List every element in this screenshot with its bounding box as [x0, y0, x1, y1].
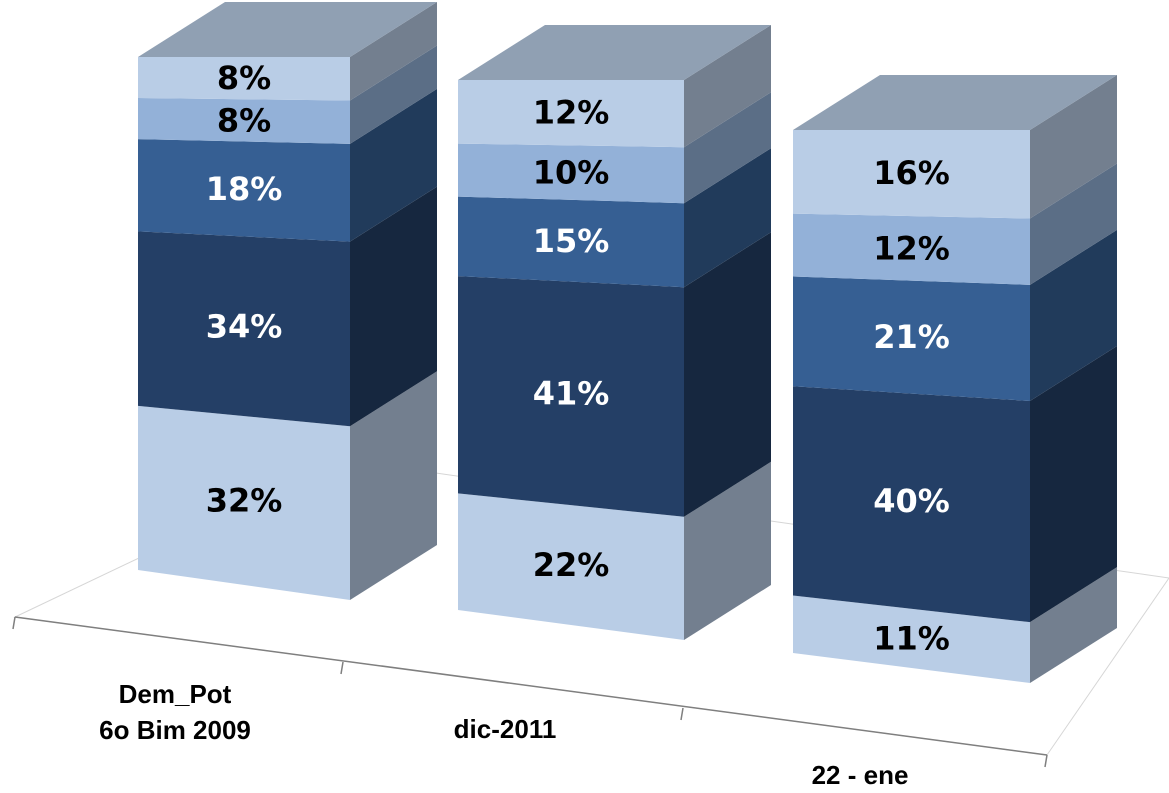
- bar-segment-front-3-1: [793, 595, 1030, 683]
- bar-segment-front-3-4: [793, 213, 1030, 285]
- x-axis-tick-2: [340, 661, 344, 675]
- data-label-3-4: 12%: [873, 229, 950, 267]
- bar-segment-side-3-5: [1030, 75, 1117, 219]
- bar-segment-side-1-4: [350, 45, 437, 144]
- bar-stack-1: 32% 34% 18% 8% 8%: [138, 2, 437, 600]
- bar-segment-front-2-2: [458, 276, 684, 517]
- bar-segment-front-3-3: [793, 276, 1030, 401]
- bar-top-3: [793, 75, 1117, 130]
- data-label-1-4: 8%: [217, 101, 271, 139]
- category-label-1: Dem_Pot 6o Bim 2009: [70, 676, 280, 748]
- x-axis-tick-4: [1044, 754, 1048, 768]
- bar-segment-front-1-3: [138, 139, 350, 242]
- bar-segment-front-1-5: [138, 57, 350, 101]
- bar-top-2: [458, 25, 771, 80]
- data-label-3-3: 21%: [873, 318, 950, 356]
- category-label-2-line-1: dic-2011: [453, 714, 557, 744]
- bar-segment-side-3-4: [1030, 163, 1117, 285]
- category-label-2: dic-2011: [400, 711, 610, 747]
- bar-segment-front-1-2: [138, 231, 350, 427]
- category-label-1-line-1: Dem_Pot: [118, 679, 232, 709]
- bar-segment-side-3-1: [1030, 567, 1117, 683]
- bar-segment-front-2-3: [458, 196, 684, 288]
- bar-segment-side-2-5: [684, 25, 771, 148]
- data-label-1-5: 8%: [217, 59, 271, 97]
- data-label-2-5: 12%: [533, 94, 610, 132]
- bar-segment-front-2-1: [458, 493, 684, 640]
- data-label-3-5: 16%: [873, 154, 950, 192]
- bar-stack-2: 22% 41% 15% 10% 12%: [458, 25, 771, 640]
- bar-segment-side-1-5: [350, 2, 437, 101]
- bar-segment-side-1-3: [350, 88, 437, 242]
- bar-segment-side-2-4: [684, 92, 771, 204]
- category-label-3: 22 - ene: [755, 757, 965, 793]
- data-label-1-1: 32%: [206, 482, 283, 520]
- category-label-1-line-2: 6o Bim 2009: [99, 715, 251, 745]
- bar-segment-side-2-1: [684, 461, 771, 640]
- category-label-3-line-1: 22 - ene: [811, 760, 909, 790]
- bar-stack-3: 11% 40% 21% 12% 16%: [793, 75, 1117, 683]
- data-label-2-4: 10%: [533, 154, 610, 192]
- bar-segment-front-3-5: [793, 130, 1030, 219]
- data-label-2-3: 15%: [533, 222, 610, 260]
- x-axis-tick-1: [12, 616, 16, 630]
- bar-segment-side-2-3: [684, 148, 771, 288]
- bar-segment-front-3-2: [793, 386, 1030, 623]
- bar-segment-front-2-4: [458, 143, 684, 204]
- bar-segment-side-2-2: [684, 232, 771, 517]
- bar-segment-front-1-4: [138, 98, 350, 144]
- bar-segment-front-1-1: [138, 405, 350, 600]
- data-label-3-1: 11%: [873, 619, 950, 657]
- x-axis-line: [14, 616, 1048, 756]
- bar-top-1: [138, 2, 437, 57]
- data-label-3-2: 40%: [873, 482, 950, 520]
- bar-segment-side-3-2: [1030, 345, 1117, 623]
- bar-segment-side-1-1: [350, 371, 437, 600]
- bar-segment-side-3-3: [1030, 229, 1117, 401]
- bar-segment-side-1-2: [350, 186, 437, 427]
- data-label-1-2: 34%: [206, 307, 283, 345]
- data-label-1-3: 18%: [206, 170, 283, 208]
- bar-segment-front-2-5: [458, 80, 684, 148]
- data-label-2-1: 22%: [533, 546, 610, 584]
- x-axis-tick-3: [680, 707, 684, 721]
- data-label-2-2: 41%: [533, 374, 610, 412]
